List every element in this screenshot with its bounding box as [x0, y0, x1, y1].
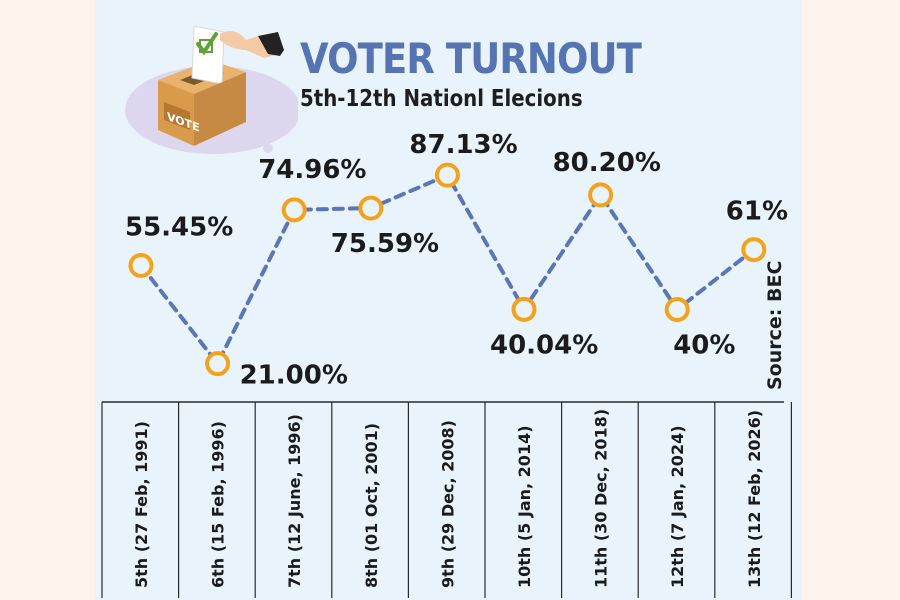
data-point-marker: [664, 297, 690, 322]
data-label: 40.04%: [490, 330, 598, 360]
data-label: 87.13%: [409, 130, 517, 160]
chart-subtitle: 5th-12th Nationl Elecions: [300, 86, 583, 112]
x-tick-label: 8th (01 Oct, 2001): [362, 423, 381, 588]
data-label: 21.00%: [240, 361, 348, 391]
data-point-marker: [511, 296, 537, 322]
data-point-marker: [281, 197, 307, 223]
data-label: 55.45%: [125, 212, 233, 242]
data-point-marker: [205, 351, 231, 377]
data-point-marker: [128, 252, 154, 278]
data-label: 40%: [673, 331, 735, 361]
data-label: 75.59%: [331, 229, 439, 259]
x-tick-label: 5th (27 Feb, 1991): [132, 421, 151, 588]
data-point-marker: [741, 237, 767, 263]
data-point-marker: [588, 182, 614, 208]
x-tick-label: 6th (15 Feb, 1996): [209, 421, 228, 588]
x-tick-label: 9th (29 Dec, 2008): [438, 420, 457, 588]
check-icon: [196, 32, 218, 56]
x-tick-label: 7th (12 June, 1996): [285, 414, 304, 588]
x-tick-label: 10th (5 Jan, 2014): [515, 425, 534, 588]
data-label: 80.20%: [553, 148, 661, 178]
x-tick-label: 12th (7 Jan, 2024): [668, 425, 687, 588]
ballot-box-side: [194, 72, 246, 146]
ballot-box-illustration: VOTE: [125, 25, 298, 154]
data-label: 74.96%: [258, 155, 366, 185]
series-line: [139, 172, 756, 368]
data-point-marker: [434, 162, 460, 188]
x-tick-label: 11th (30 Dec, 2018): [592, 409, 611, 588]
x-tick-label: 13th (12 Feb, 2026): [745, 410, 764, 588]
chart-title: VOTER TURNOUT: [300, 34, 642, 83]
data-point-marker: [358, 195, 384, 221]
data-label: 61%: [726, 197, 788, 227]
